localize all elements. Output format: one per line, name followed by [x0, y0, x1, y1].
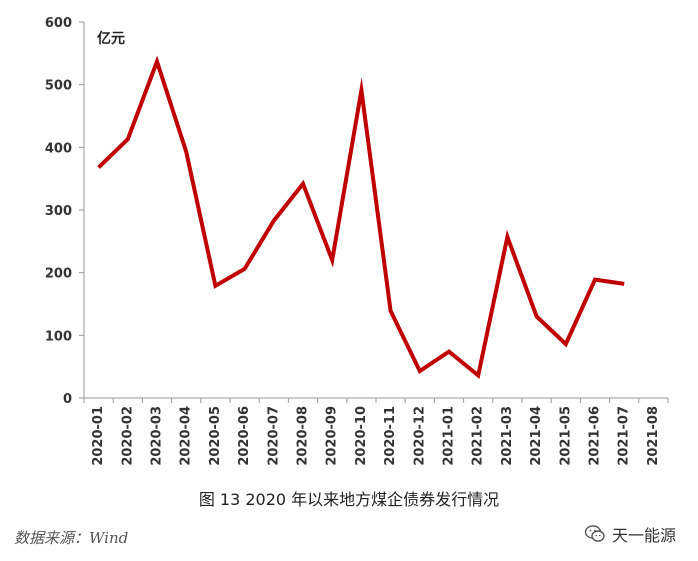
x-tick-label: 2020-05	[208, 406, 223, 466]
x-tick-label: 2021-05	[558, 406, 573, 466]
x-tick-label: 2020-10	[354, 406, 369, 466]
x-tick-label: 2021-04	[529, 406, 544, 466]
y-axis: 0 100 200 300 400 500 600	[45, 16, 85, 407]
y-tick-label: 200	[45, 267, 72, 282]
x-tick-label: 2020-04	[179, 406, 194, 466]
x-tick-label: 2021-07	[617, 406, 632, 466]
y-tick-label: 300	[45, 204, 72, 219]
y-tick-label: 400	[45, 141, 72, 156]
x-tick-label: 2021-08	[646, 406, 661, 466]
x-axis: 2020-01 2020-02 2020-03 2020-04 2020-05 2020-…	[83, 397, 669, 466]
x-tick-label: 2021-03	[500, 406, 515, 466]
x-tick-label: 2020-08	[296, 406, 311, 466]
x-tick-label: 2021-02	[471, 406, 486, 466]
y-tick-label: 100	[45, 329, 72, 344]
series-layer	[97, 55, 625, 380]
x-tick-label: 2020-07	[266, 406, 281, 466]
y-tick-label: 600	[45, 16, 72, 31]
x-tick-label: 2020-03	[150, 406, 165, 466]
data-source-note: 数据来源：Wind	[14, 529, 129, 547]
x-tick-label: 2020-11	[383, 406, 398, 466]
series-line	[97, 55, 625, 380]
x-tick-label: 2020-06	[237, 406, 252, 466]
x-tick-label: 2020-01	[91, 406, 106, 466]
watermark-text: 天一能源	[611, 526, 676, 545]
y-unit-label: 亿元	[97, 30, 125, 47]
wechat-icon	[584, 525, 605, 542]
x-tick-label: 2020-12	[412, 406, 427, 466]
x-tick-label: 2021-06	[588, 406, 603, 466]
y-tick-label: 0	[63, 392, 72, 407]
x-tick-label: 2021-01	[442, 406, 457, 466]
x-tick-label: 2020-09	[325, 406, 340, 466]
y-tick-label: 500	[45, 79, 72, 94]
watermark: 天一能源	[584, 522, 676, 546]
x-tick-label: 2020-02	[120, 406, 135, 466]
figure-caption: 图 13 2020 年以来地方煤企债券发行情况	[198, 490, 500, 509]
